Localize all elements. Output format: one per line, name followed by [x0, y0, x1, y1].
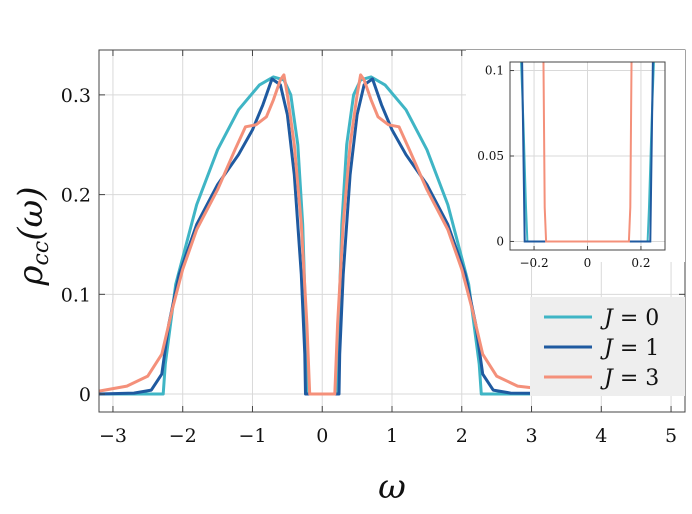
x-tick-label: 2 [456, 425, 468, 447]
legend-label-eq: = 0 [613, 306, 659, 331]
legend-label-1: J = 1 [600, 336, 659, 361]
y-tick-label: 0 [79, 384, 91, 406]
y-tick-label: 0.1 [61, 284, 91, 306]
inset-x-tick-label: 0.2 [631, 256, 650, 270]
legend-label-var: J [600, 336, 614, 361]
x-tick-label: 5 [665, 425, 677, 447]
x-tick-label: 4 [595, 425, 607, 447]
legend: J = 0J = 1J = 3 [530, 297, 685, 396]
x-tick-label: 1 [386, 425, 398, 447]
legend-label-eq: = 3 [613, 366, 659, 391]
x-tick-label: −2 [169, 425, 197, 447]
legend-items: J = 0J = 1J = 3 [544, 306, 659, 391]
legend-label-var: J [600, 366, 614, 391]
legend-label-2: J = 3 [600, 366, 659, 391]
inset-y-tick-label: 0 [496, 234, 504, 248]
y-tick-label: 0.3 [61, 85, 91, 107]
y-label-main: ρ [11, 265, 51, 286]
inset-y-tick-label: 0.05 [477, 149, 504, 163]
y-tick-label: 0.2 [61, 185, 91, 207]
legend-label-0: J = 0 [600, 306, 659, 331]
inset-x-tick-label: 0 [584, 256, 592, 270]
x-tick-label: −1 [238, 425, 266, 447]
main-series [98, 73, 637, 396]
y-label-paren: (ω) [11, 187, 51, 241]
inset-y-tick-label: 0.1 [485, 64, 504, 78]
series-line-2 [98, 73, 637, 396]
y-label-sub: cc [29, 241, 54, 266]
x-axis-label: ω [378, 467, 406, 507]
inset-series [520, 62, 655, 243]
x-tick-label: −3 [99, 425, 127, 447]
y-axis-label: ρcc(ω) [11, 187, 54, 287]
inset-series-line-2 [542, 62, 633, 243]
inset-x-tick-label: −0.2 [519, 256, 548, 270]
main-ticks: −3 −2 −1 0 1 2 3 4 5 0 0.1 0.2 0.3 [61, 50, 685, 447]
legend-label-var: J [600, 306, 614, 331]
inset-chart: −0.2 0 0.2 0 0.05 0.1 [466, 50, 685, 270]
inset-ticks: −0.2 0 0.2 0 0.05 0.1 [477, 64, 650, 270]
x-tick-label: 3 [525, 425, 537, 447]
legend-label-eq: = 1 [613, 336, 659, 361]
svg-text:ρcc(ω): ρcc(ω) [11, 187, 54, 287]
x-tick-label: 0 [316, 425, 328, 447]
